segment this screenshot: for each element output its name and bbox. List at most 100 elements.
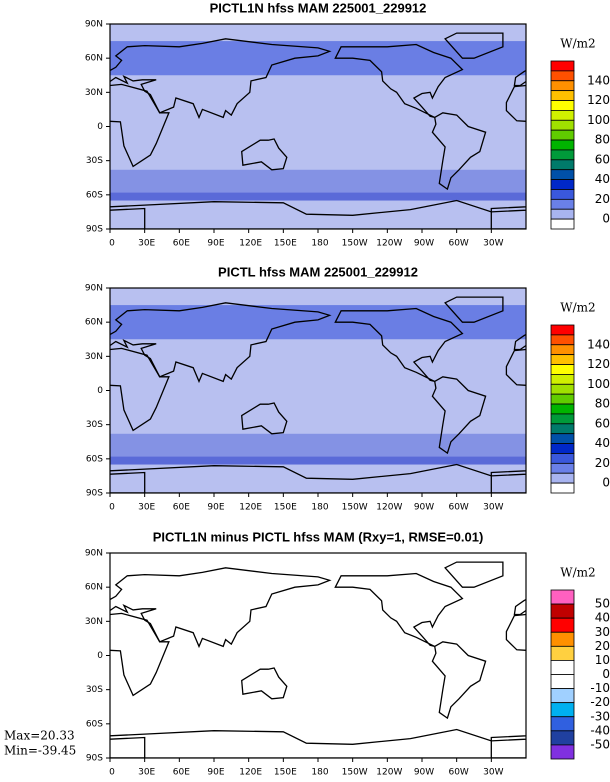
colorbar-box	[550, 70, 575, 82]
lat-label: 90S	[86, 225, 103, 235]
colorbar-box	[550, 90, 575, 101]
lon-label: 150W	[342, 503, 368, 513]
lon-label: 60W	[448, 768, 468, 778]
colorbar-box	[550, 589, 575, 605]
lon-label: 0	[109, 503, 115, 513]
colorbar-label: 30	[595, 625, 610, 639]
ocean-band	[110, 456, 526, 465]
lon-label: 90E	[207, 768, 224, 778]
lon-label: 90W	[414, 503, 434, 513]
colorbar-box	[550, 119, 575, 131]
ocean	[110, 553, 526, 758]
landmass	[29, 562, 87, 587]
landmass	[110, 347, 170, 432]
landmass	[505, 348, 526, 386]
map-area	[110, 288, 526, 493]
colorbar-box	[550, 443, 575, 454]
colorbar-box	[550, 423, 575, 435]
panel-title: PICTL hfss MAM 225001_229912	[218, 264, 418, 279]
lon-label: 180	[311, 239, 328, 249]
colorbar-box	[550, 674, 575, 689]
landmass	[0, 45, 46, 118]
map-area	[0, 24, 526, 229]
lat-label: 30N	[85, 617, 103, 627]
colorbar-box	[550, 645, 575, 661]
lon-label: 90W	[414, 768, 434, 778]
colorbar-box	[550, 149, 575, 161]
colorbar-label: 50	[595, 597, 610, 611]
colorbar-box	[550, 208, 575, 220]
lon-label: 150W	[342, 239, 368, 249]
lon-label: 120E	[239, 768, 262, 778]
colorbar-label: -40	[590, 723, 610, 737]
colorbar-label: 120	[587, 93, 610, 107]
landmass	[505, 613, 526, 651]
landmass	[0, 574, 46, 647]
colorbar-box	[550, 344, 575, 356]
lat-label: 30N	[85, 352, 103, 362]
panel-title: PICTL1N hfss MAM 225001_229912	[210, 0, 427, 15]
lon-label: 0	[109, 239, 115, 249]
lon-label: 150E	[274, 503, 297, 513]
colorbar-label: 60	[595, 152, 610, 166]
lat-label: 90S	[86, 754, 103, 764]
lon-label: 90E	[207, 503, 224, 513]
landmass	[431, 376, 487, 455]
colorbar-box	[550, 716, 575, 732]
lon-label: 120W	[376, 239, 402, 249]
lon-label: 60E	[173, 239, 190, 249]
landmass	[334, 307, 464, 383]
lat-label: 90N	[85, 549, 103, 559]
landmass	[110, 728, 526, 758]
colorbar-box	[550, 169, 575, 180]
lon-label: 120W	[376, 768, 402, 778]
colorbar-box	[550, 631, 575, 647]
colorbar-label: 100	[587, 377, 610, 391]
colorbar-label: 60	[595, 416, 610, 430]
lat-label: 30S	[86, 685, 103, 695]
map-panel: PICTL1N minus PICTL hfss MAM (Rxy=1, RMS…	[0, 529, 610, 778]
lat-label: 0	[97, 122, 103, 132]
lon-label: 0	[109, 768, 115, 778]
colorbar-box	[550, 100, 575, 111]
lon-label: 30E	[138, 503, 155, 513]
colorbar-label: 0	[602, 476, 610, 490]
colorbar-box	[550, 660, 575, 675]
colorbar-box	[550, 179, 575, 190]
lon-label: 120W	[376, 503, 402, 513]
min-stat: Min=-39.45	[4, 744, 76, 758]
lat-label: 60S	[86, 454, 103, 464]
lon-label: 60W	[448, 239, 468, 249]
colorbar-label: 140	[587, 73, 610, 87]
lat-label: 90N	[85, 20, 103, 30]
lon-label: 30W	[483, 239, 503, 249]
lat-label: 30N	[85, 88, 103, 98]
landmass	[505, 84, 526, 122]
landmass	[29, 33, 87, 58]
lon-label: 150W	[342, 768, 368, 778]
map-area	[0, 553, 526, 758]
lon-label: 30E	[138, 768, 155, 778]
lat-label: 60N	[85, 54, 103, 64]
colorbar-box	[550, 393, 575, 405]
units-label: W/m2	[560, 37, 595, 51]
colorbar-label: -20	[590, 695, 610, 709]
lat-label: 60N	[85, 583, 103, 593]
landmass	[110, 302, 332, 384]
colorbar-label: 40	[595, 436, 610, 450]
colorbar-box	[550, 403, 575, 415]
units-label: W/m2	[560, 301, 595, 315]
landmass	[241, 138, 288, 171]
colorbar-box	[550, 80, 575, 92]
lon-label: 60W	[448, 503, 468, 513]
lon-label: 90W	[414, 239, 434, 249]
lon-label: 60E	[173, 768, 190, 778]
colorbar-box	[550, 453, 575, 464]
lon-label: 120E	[239, 239, 262, 249]
colorbar-box	[550, 744, 575, 760]
colorbar-label: 0	[602, 667, 610, 681]
lat-label: 30S	[86, 156, 103, 166]
lon-label: 120E	[239, 503, 262, 513]
panel-title: PICTL1N minus PICTL hfss MAM (Rxy=1, RMS…	[153, 529, 484, 544]
